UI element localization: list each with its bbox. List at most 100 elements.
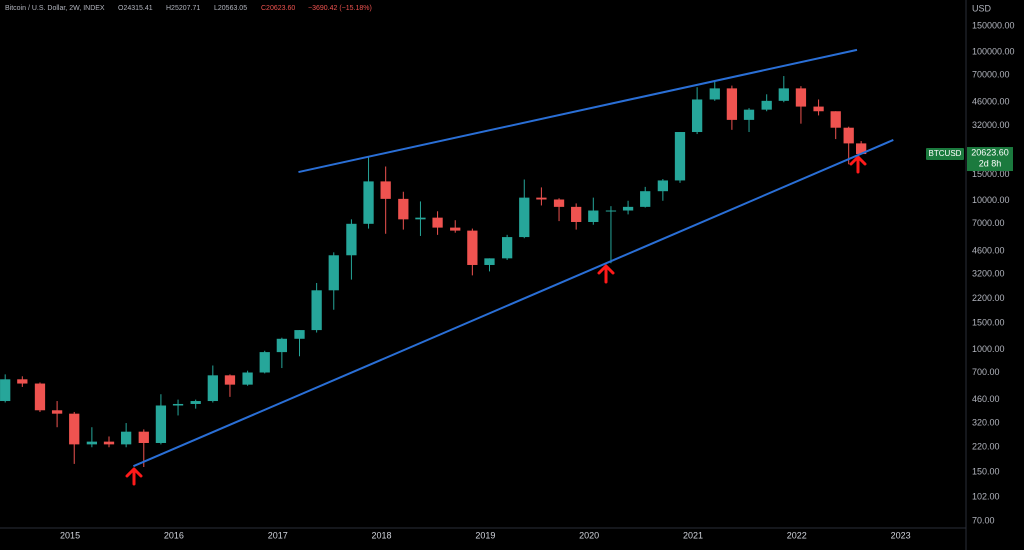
y-tick-label: 15000.00 xyxy=(972,169,1010,179)
y-tick-label: 70.00 xyxy=(972,516,995,526)
candle-body xyxy=(691,99,703,133)
candle-body xyxy=(605,210,617,212)
candle-body xyxy=(830,111,841,128)
countdown-label: 2d 8h xyxy=(979,158,1002,168)
candle-body xyxy=(207,375,218,402)
candle-body xyxy=(536,197,547,200)
header: Bitcoin / U.S. Dollar, 2W, INDEX O24315.… xyxy=(5,5,372,12)
y-tick-label: 3200.00 xyxy=(972,269,1005,279)
candle-body xyxy=(813,106,824,112)
candle-body xyxy=(17,379,28,384)
y-tick-label: 700.00 xyxy=(972,367,1000,377)
candle-body xyxy=(553,199,565,207)
support-arrow xyxy=(849,155,867,174)
price-badge xyxy=(967,147,1013,172)
trendline xyxy=(133,139,894,468)
support-arrow xyxy=(597,264,615,284)
y-tick-label: 7000.00 xyxy=(972,218,1005,228)
price-label: 20623.60 xyxy=(971,147,1009,157)
candle-body xyxy=(571,206,582,222)
candle-body xyxy=(103,441,115,445)
candle-body xyxy=(761,100,772,110)
candle-body xyxy=(0,379,11,402)
candle-body xyxy=(726,88,738,120)
candle-body xyxy=(778,88,789,101)
candle-body xyxy=(138,431,149,443)
candle-body xyxy=(415,217,426,220)
candle-body xyxy=(224,375,236,385)
candle-body xyxy=(172,403,184,406)
ohlc-change: −3690.42 (−15.18%) xyxy=(308,5,372,12)
candle-body xyxy=(69,413,80,445)
trendline xyxy=(298,48,858,174)
y-tick-label: 150.00 xyxy=(972,466,1000,476)
candle-body xyxy=(380,181,391,199)
candle-body xyxy=(86,441,98,445)
candle-body xyxy=(311,290,322,331)
candle-body xyxy=(622,206,634,211)
candle-body xyxy=(51,410,63,414)
candle-body xyxy=(155,405,167,443)
x-tick-label: 2019 xyxy=(475,530,495,540)
currency-label: USD xyxy=(972,3,992,13)
candle-body xyxy=(363,181,374,224)
y-tick-label: 102.00 xyxy=(972,491,1000,501)
candle-body xyxy=(856,143,867,155)
y-tick-label: 150000.00 xyxy=(972,20,1015,30)
symbol-label: BTCUSD xyxy=(929,149,962,158)
candle-body xyxy=(346,223,357,256)
ohlc-close: C20623.60 xyxy=(261,5,295,12)
symbol: Bitcoin / U.S. Dollar, 2W, INDEX xyxy=(5,5,105,12)
candle-body xyxy=(501,237,513,259)
candle-body xyxy=(467,230,478,265)
candles xyxy=(0,76,867,468)
candle-body xyxy=(398,198,409,220)
x-tick-label: 2021 xyxy=(683,530,703,540)
y-tick-label: 460.00 xyxy=(972,394,1000,404)
x-tick-label: 2020 xyxy=(579,530,599,540)
candle-body xyxy=(674,132,686,181)
candle-body xyxy=(259,352,270,373)
candle-body xyxy=(588,210,599,222)
y-tick-label: 46000.00 xyxy=(972,97,1010,107)
candle-body xyxy=(242,372,253,385)
candle-body xyxy=(709,88,720,100)
y-tick-label: 2200.00 xyxy=(972,293,1005,303)
y-tick-label: 220.00 xyxy=(972,442,1000,452)
candle-body xyxy=(276,338,287,353)
y-tick-label: 10000.00 xyxy=(972,195,1010,205)
y-tick-label: 1500.00 xyxy=(972,318,1005,328)
y-tick-label: 32000.00 xyxy=(972,120,1010,130)
candle-body xyxy=(190,401,201,404)
ohlc-low: L20563.05 xyxy=(214,5,247,12)
candle-body xyxy=(34,383,46,411)
y-tick-label: 1000.00 xyxy=(972,344,1005,354)
candle-body xyxy=(795,88,807,107)
x-tick-label: 2018 xyxy=(372,530,392,540)
candle-body xyxy=(843,127,854,144)
y-tick-label: 70000.00 xyxy=(972,69,1010,79)
ohlc-high: H25207.71 xyxy=(166,5,200,12)
y-tick-label: 320.00 xyxy=(972,417,1000,427)
candle-body xyxy=(743,109,755,120)
x-tick-label: 2017 xyxy=(268,530,288,540)
x-tick-label: 2023 xyxy=(891,530,911,540)
support-arrow xyxy=(125,467,143,486)
ohlc-open: O24315.41 xyxy=(118,5,153,12)
candle-body xyxy=(519,197,530,238)
x-tick-label: 2022 xyxy=(787,530,807,540)
candle-body xyxy=(328,255,339,291)
x-tick-label: 2015 xyxy=(60,530,80,540)
y-tick-label: 100000.00 xyxy=(972,46,1015,56)
candle-body xyxy=(657,180,668,192)
candle-body xyxy=(484,258,495,265)
candle-body xyxy=(120,431,132,445)
candle-body xyxy=(450,227,461,231)
candle-body xyxy=(294,330,305,339)
candle-body xyxy=(432,217,443,228)
symbol-badge xyxy=(926,148,964,161)
x-tick-label: 2016 xyxy=(164,530,184,540)
